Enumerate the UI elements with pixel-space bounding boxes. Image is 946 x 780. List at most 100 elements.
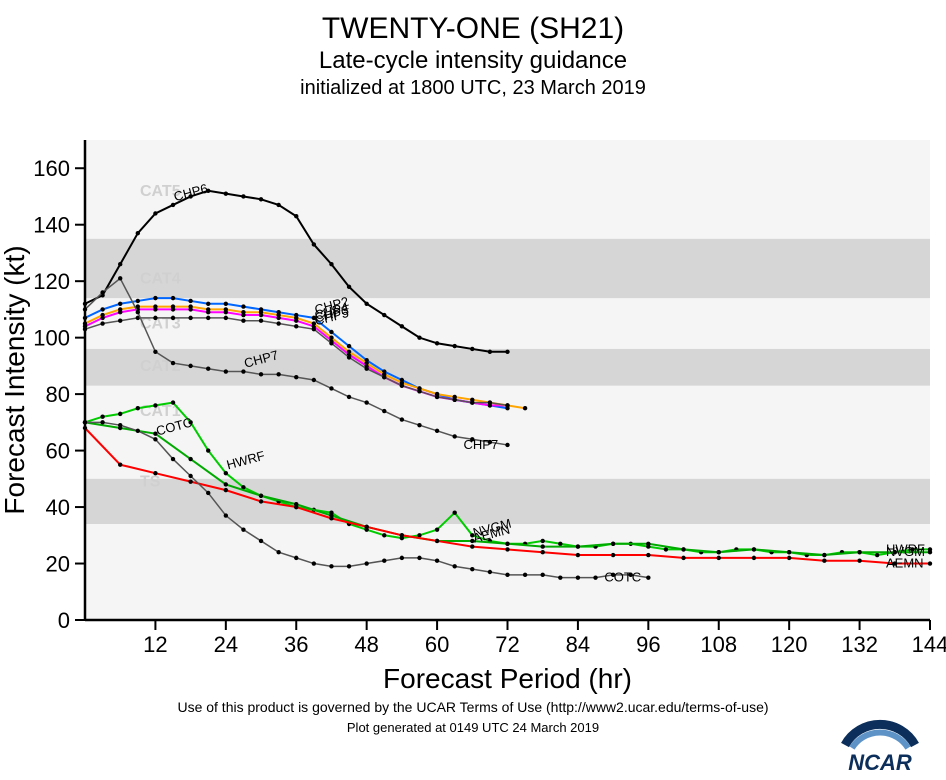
series-marker [276, 203, 280, 207]
series-marker [136, 429, 140, 433]
series-marker [435, 429, 439, 433]
series-marker [329, 341, 333, 345]
series-marker [452, 398, 456, 402]
category-label: TS [140, 474, 161, 491]
series-marker [875, 553, 879, 557]
series-marker [224, 316, 228, 320]
series-marker [153, 437, 157, 441]
series-marker [241, 310, 245, 314]
series-marker [822, 553, 826, 557]
series-marker [541, 544, 545, 548]
series-marker [646, 575, 650, 579]
series-marker [417, 423, 421, 427]
series-marker [611, 553, 615, 557]
series-marker [224, 482, 228, 486]
series-marker [224, 488, 228, 492]
series-endlabel-CHP7: CHP7 [464, 437, 499, 452]
series-marker [136, 406, 140, 410]
series-marker [488, 350, 492, 354]
series-marker [188, 304, 192, 308]
series-marker [100, 420, 104, 424]
series-marker [241, 304, 245, 308]
series-marker [417, 389, 421, 393]
series-marker [312, 561, 316, 565]
series-endlabel-AEMN: AEMN [886, 556, 924, 571]
series-marker [400, 383, 404, 387]
series-marker [171, 457, 175, 461]
series-marker [347, 285, 351, 289]
series-marker [276, 550, 280, 554]
series-marker [382, 559, 386, 563]
x-tick-label: 108 [700, 632, 737, 657]
series-marker [118, 276, 122, 280]
x-tick-label: 96 [636, 632, 660, 657]
series-marker [171, 203, 175, 207]
series-marker [312, 327, 316, 331]
series-marker [928, 550, 932, 554]
series-marker [294, 324, 298, 328]
series-marker [400, 324, 404, 328]
series-marker [329, 564, 333, 568]
series-marker [382, 313, 386, 317]
series-marker [576, 553, 580, 557]
series-marker [118, 412, 122, 416]
series-marker [505, 542, 509, 546]
series-marker [523, 573, 527, 577]
series-marker [435, 395, 439, 399]
series-marker [206, 367, 210, 371]
chart-init-time: initialized at 1800 UTC, 23 March 2019 [300, 77, 646, 99]
series-marker [171, 304, 175, 308]
series-marker [153, 211, 157, 215]
series-marker [224, 369, 228, 373]
category-band [85, 349, 930, 386]
y-axis-label: Forecast Intensity (kt) [0, 245, 30, 514]
series-marker [681, 556, 685, 560]
series-marker [329, 386, 333, 390]
series-marker [452, 564, 456, 568]
series-marker [312, 242, 316, 246]
series-marker [118, 262, 122, 266]
series-marker [259, 310, 263, 314]
y-tick-label: 160 [33, 156, 70, 181]
series-marker [188, 474, 192, 478]
series-marker [435, 341, 439, 345]
series-marker [505, 350, 509, 354]
series-marker [259, 372, 263, 376]
x-axis-label: Forecast Period (hr) [383, 663, 632, 694]
series-marker [857, 559, 861, 563]
category-band [85, 239, 930, 298]
series-marker [329, 330, 333, 334]
series-marker [153, 296, 157, 300]
series-marker [294, 214, 298, 218]
x-tick-label: 12 [143, 632, 167, 657]
series-marker [593, 575, 597, 579]
chart-subtitle: Late-cycle intensity guidance [319, 47, 627, 74]
series-marker [118, 463, 122, 467]
series-marker [171, 400, 175, 404]
series-marker [787, 550, 791, 554]
series-marker [118, 307, 122, 311]
series-marker [435, 539, 439, 543]
series-marker [400, 417, 404, 421]
series-marker [611, 542, 615, 546]
series-marker [417, 533, 421, 537]
y-tick-label: 40 [46, 495, 70, 520]
series-marker [276, 313, 280, 317]
x-tick-label: 84 [566, 632, 590, 657]
series-marker [347, 355, 351, 359]
series-marker [241, 369, 245, 373]
series-marker [329, 335, 333, 339]
y-tick-label: 120 [33, 269, 70, 294]
y-tick-label: 60 [46, 439, 70, 464]
series-marker [470, 567, 474, 571]
x-tick-label: 48 [354, 632, 378, 657]
series-marker [224, 307, 228, 311]
series-marker [136, 310, 140, 314]
series-marker [136, 299, 140, 303]
series-marker [153, 350, 157, 354]
series-marker [259, 319, 263, 323]
series-marker [558, 542, 562, 546]
series-marker [347, 350, 351, 354]
series-marker [206, 302, 210, 306]
x-tick-label: 60 [425, 632, 449, 657]
